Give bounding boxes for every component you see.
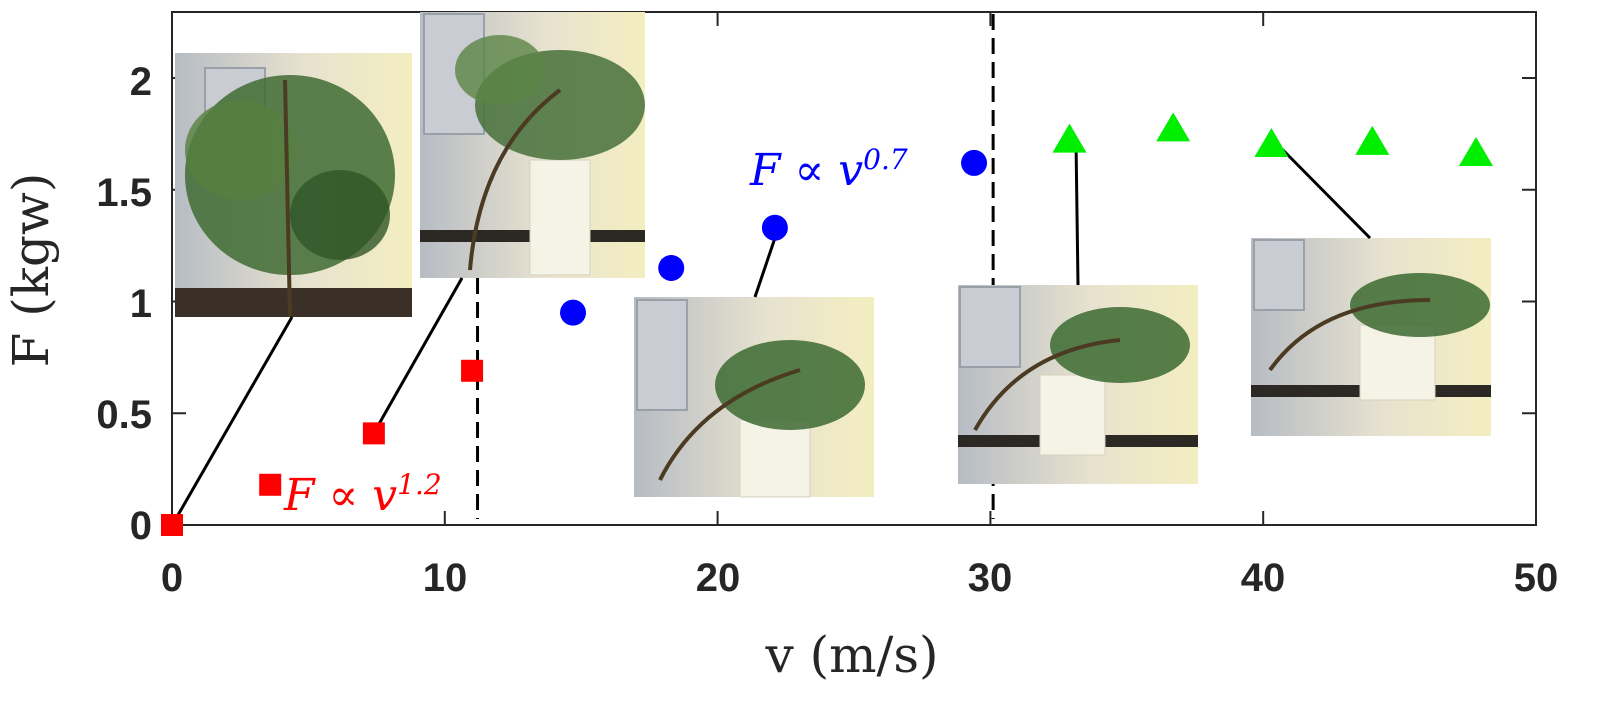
annotation-red: F ∝ v1.2 [283, 468, 442, 521]
x-tick-label: 10 [423, 556, 468, 600]
photo-tree-mid-wind [634, 297, 874, 498]
triangle-point [1254, 128, 1289, 158]
tree-photographs [175, 12, 1491, 498]
x-tick-label: 50 [1514, 556, 1559, 600]
x-tick-label: 20 [696, 556, 741, 600]
data-points [161, 112, 1493, 536]
circle-point [761, 214, 788, 241]
photo-tree-low-wind [420, 12, 645, 278]
x-tick-label: 40 [1241, 556, 1286, 600]
triangle-point [1458, 136, 1493, 166]
callout-line [1074, 140, 1080, 286]
y-tick-label: 0.5 [96, 393, 152, 437]
circle-point [658, 254, 685, 281]
photo-tree-high-wind [958, 285, 1198, 484]
photo-tree-at-rest [175, 53, 412, 318]
square-point [259, 473, 282, 496]
circle-point [560, 299, 587, 326]
square-point [161, 514, 183, 536]
callout-line [1274, 141, 1372, 240]
square-point [362, 422, 385, 445]
annotation-blue: F ∝ v0.7 [749, 143, 908, 196]
triangle-point [1355, 125, 1390, 155]
x-tick-label: 0 [161, 556, 183, 600]
x-tick-label: 30 [968, 556, 1013, 600]
y-axis-label: F (kgw) [2, 173, 60, 368]
y-tick-label: 1.5 [96, 171, 152, 215]
y-tick-label: 1 [130, 282, 152, 326]
callout-lines [172, 140, 1372, 523]
callout-line [172, 316, 294, 523]
callout-line [373, 277, 464, 432]
photo-tree-max-wind [1251, 238, 1491, 436]
callout-line [753, 231, 779, 298]
square-point [461, 359, 484, 382]
y-tick-labels: 0 0.5 1 1.5 2 [96, 60, 152, 548]
x-axis-label: v (m/s) [764, 626, 938, 684]
y-tick-label: 2 [130, 60, 152, 104]
y-tick-label: 0 [130, 504, 152, 548]
triangle-point [1052, 123, 1087, 153]
triangle-point [1156, 112, 1191, 142]
x-tick-labels: 0 10 20 30 40 50 [161, 556, 1558, 600]
circle-point [961, 149, 988, 176]
